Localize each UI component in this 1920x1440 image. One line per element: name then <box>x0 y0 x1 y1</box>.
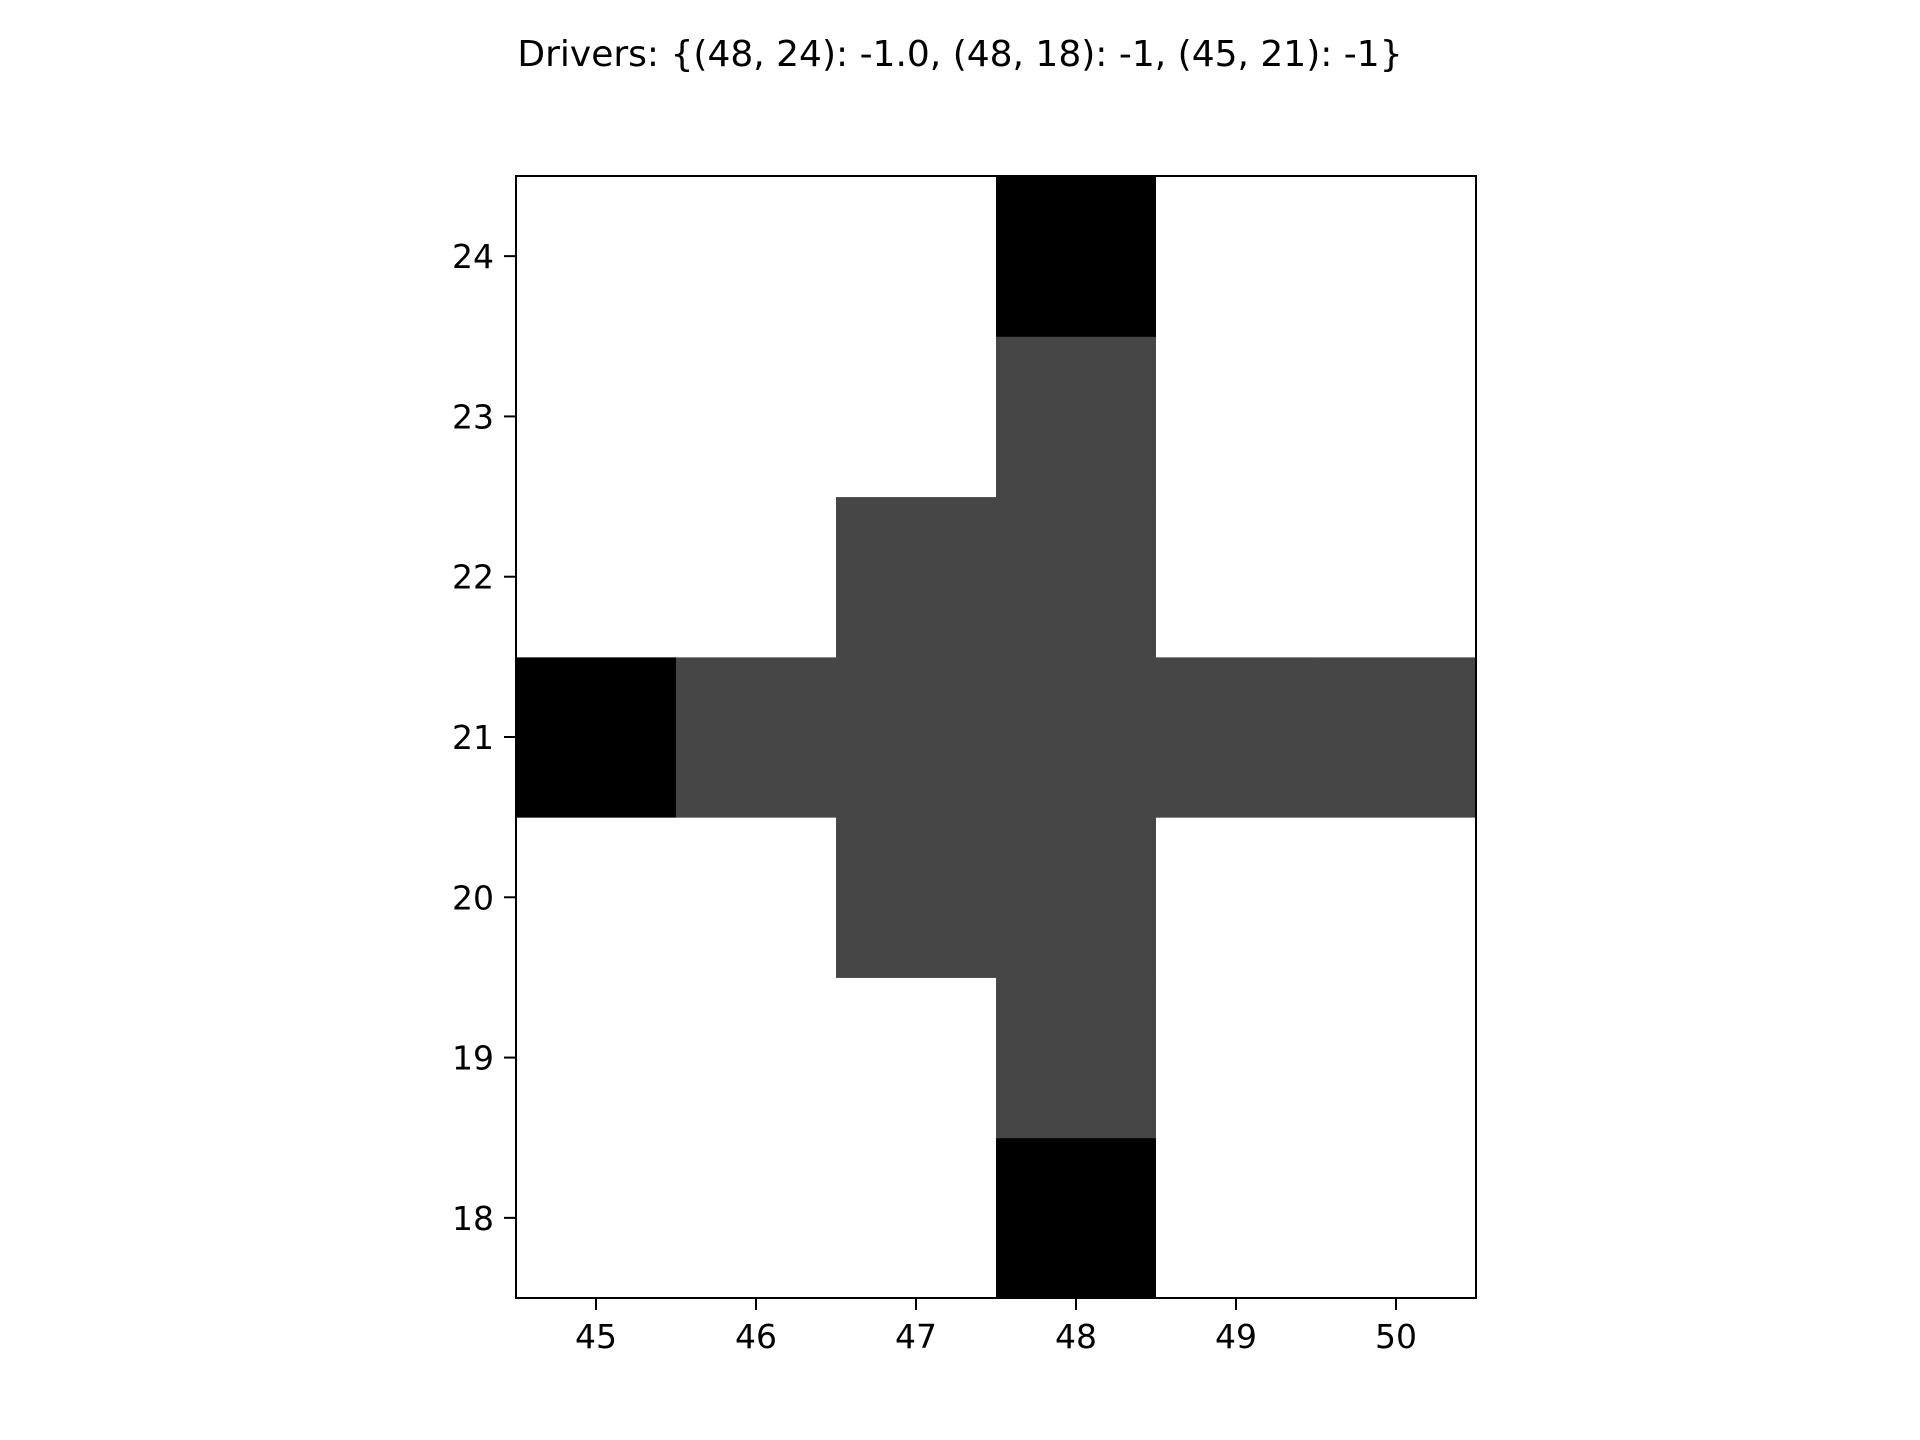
heatmap-cell-50-22 <box>1316 496 1477 658</box>
heatmap-cell-46-23 <box>676 336 837 498</box>
heatmap-cell-48-21 <box>996 656 1157 818</box>
heatmap-cell-47-19 <box>836 977 997 1139</box>
y-tick-label: 24 <box>452 237 494 276</box>
heatmap-cell-46-24 <box>676 176 837 337</box>
heatmap-cell-45-24 <box>516 176 677 337</box>
heatmap-cell-47-21 <box>836 656 997 818</box>
heatmap-cell-46-20 <box>676 817 837 978</box>
heatmap-cell-46-18 <box>676 1137 837 1299</box>
y-tick-label: 21 <box>452 718 494 757</box>
y-tick-label: 19 <box>452 1039 494 1078</box>
heatmap-cell-45-21 <box>516 656 677 818</box>
heatmap-cell-45-18 <box>516 1137 677 1299</box>
x-tick-label: 50 <box>1375 1317 1417 1356</box>
x-axis: 45 46 47 48 49 50 <box>575 1298 1417 1356</box>
heatmap-cell-48-23 <box>996 336 1157 498</box>
heatmap-cell-47-18 <box>836 1137 997 1299</box>
heatmap-cell-49-20 <box>1156 817 1317 978</box>
chart-title: Drivers: {(48, 24): -1.0, (48, 18): -1, … <box>517 34 1402 75</box>
heatmap-cell-47-24 <box>836 176 997 337</box>
y-tick-label: 23 <box>452 397 494 436</box>
heatmap-cell-49-18 <box>1156 1137 1317 1299</box>
heatmap-cell-48-18 <box>996 1137 1157 1299</box>
x-tick-label: 47 <box>895 1317 937 1356</box>
heatmap-cell-50-18 <box>1316 1137 1477 1299</box>
y-tick-label: 22 <box>452 558 494 597</box>
y-tick-label: 20 <box>452 878 494 917</box>
y-tick-label: 18 <box>452 1199 494 1238</box>
heatmap-cell-47-22 <box>836 496 997 658</box>
x-tick-label: 49 <box>1215 1317 1257 1356</box>
heatmap-cell-49-24 <box>1156 176 1317 337</box>
heatmap-cell-47-23 <box>836 336 997 498</box>
heatmap-cell-46-22 <box>676 496 837 658</box>
heatmap-cell-49-21 <box>1156 656 1317 818</box>
heatmap-cell-48-24 <box>996 176 1157 337</box>
y-axis: 18 19 20 21 22 23 24 <box>452 237 516 1238</box>
heatmap-cell-48-19 <box>996 977 1157 1139</box>
heatmap-cell-45-20 <box>516 817 677 978</box>
heatmap-cell-47-20 <box>836 817 997 978</box>
heatmap-cell-48-20 <box>996 817 1157 978</box>
heatmap-cell-49-19 <box>1156 977 1317 1139</box>
heatmap-cell-48-22 <box>996 496 1157 658</box>
heatmap-cell-45-19 <box>516 977 677 1139</box>
heatmap-cell-50-20 <box>1316 817 1477 978</box>
x-tick-label: 48 <box>1055 1317 1097 1356</box>
x-tick-label: 46 <box>735 1317 777 1356</box>
heatmap-cell-45-23 <box>516 336 677 498</box>
heatmap-cell-50-19 <box>1316 977 1477 1139</box>
heatmap-cell-45-22 <box>516 496 677 658</box>
heatmap-cell-50-21 <box>1316 656 1477 818</box>
heatmap-cells <box>516 176 1477 1299</box>
heatmap-cell-46-19 <box>676 977 837 1139</box>
heatmap-cell-50-24 <box>1316 176 1477 337</box>
heatmap-cell-49-23 <box>1156 336 1317 498</box>
heatmap-cell-46-21 <box>676 656 837 818</box>
x-tick-label: 45 <box>575 1317 617 1356</box>
plot-frame <box>515 175 1477 1299</box>
heatmap-cell-49-22 <box>1156 496 1317 658</box>
heatmap-cell-50-23 <box>1316 336 1477 498</box>
